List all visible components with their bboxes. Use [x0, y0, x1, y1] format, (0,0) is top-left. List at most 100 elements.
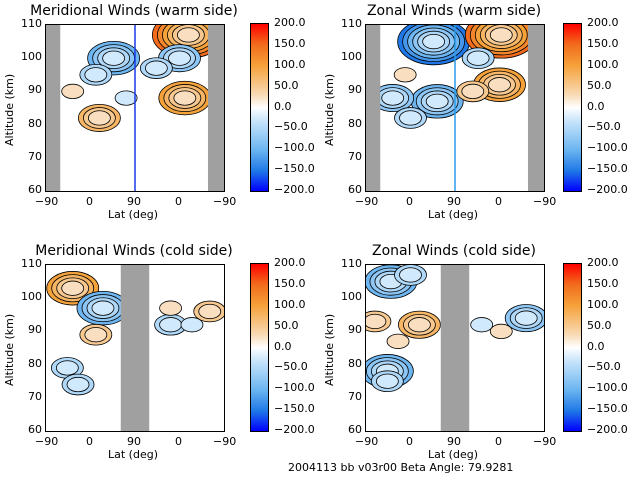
x-tick-label: 90	[127, 195, 141, 208]
y-axis-label: Altitude (km)	[3, 313, 16, 386]
colorbar-tick-label: −200.0	[587, 423, 628, 436]
contour-region	[159, 317, 182, 333]
colorbar-tick-label: −150.0	[587, 402, 628, 416]
contour-region	[422, 34, 446, 50]
colorbar	[563, 263, 582, 432]
contour-region	[381, 90, 405, 106]
y-tick-label: 110	[21, 17, 42, 30]
contour-region	[470, 317, 494, 333]
y-tick-label: 110	[21, 257, 42, 270]
y-tick-label: 70	[348, 389, 362, 403]
colorbar-tick-label: 150.0	[587, 36, 619, 50]
chart-title: Zonal Winds (warm side)	[366, 3, 542, 19]
colorbar-tick-label: −150.0	[587, 162, 628, 176]
contour-region	[489, 27, 513, 43]
contour-region	[159, 300, 182, 316]
x-axis-label: Lat (deg)	[108, 448, 158, 461]
x-tick-label: −90	[213, 435, 237, 448]
no-data-band	[207, 25, 224, 191]
x-tick-label: 0	[495, 435, 502, 448]
x-tick-label: −90	[533, 195, 557, 208]
contour-region	[176, 27, 200, 43]
colorbar-tick-label: 100.0	[274, 297, 306, 311]
contour-region	[425, 93, 449, 109]
contour-region	[514, 310, 538, 326]
y-tick-label: 60	[28, 423, 42, 436]
contour-region	[466, 50, 490, 66]
contour-region	[461, 83, 485, 100]
colorbar-tick-label: 0.0	[587, 99, 605, 113]
colorbar-tick-label: 50.0	[587, 318, 612, 332]
y-tick-label: 60	[348, 183, 362, 196]
y-tick-label: 100	[21, 290, 42, 304]
colorbar-tick-label: −100.0	[274, 141, 315, 155]
contour-region	[55, 360, 79, 376]
colorbar	[563, 23, 582, 192]
x-tick-label: 0	[406, 195, 413, 208]
contour-region	[168, 50, 191, 66]
y-tick-label: 110	[341, 257, 362, 270]
colorbar-tick-label: −200.0	[274, 423, 315, 436]
contour-region	[393, 67, 417, 83]
colorbar-tick-label: 0.0	[274, 99, 292, 113]
footer-info: 2004113 bb v03r00 Beta Angle: 79.9281	[288, 461, 514, 474]
y-tick-label: 80	[28, 116, 42, 130]
colorbar-tick-label: −50.0	[274, 360, 308, 374]
colorbar-tick-label: 200.0	[587, 16, 619, 29]
colorbar-tick-label: 150.0	[274, 36, 306, 50]
x-tick-label: 0	[86, 195, 93, 208]
plot-area	[45, 264, 225, 432]
panel-meridional-warm: Meridional Winds (warm side) 110 100 90 80 7…	[0, 0, 320, 240]
x-axis-label: Lat (deg)	[108, 208, 158, 221]
y-tick-label: 110	[341, 17, 362, 30]
no-data-band	[46, 25, 61, 191]
x-tick-label: 0	[86, 435, 93, 448]
colorbar-tick-label: −100.0	[587, 141, 628, 155]
colorbar-tick-label: −50.0	[274, 120, 308, 134]
y-tick-label: 100	[21, 50, 42, 64]
y-tick-label: 70	[28, 149, 42, 163]
contour-region	[61, 83, 85, 100]
colorbar-tick-label: −100.0	[587, 381, 628, 395]
x-tick-label: −90	[355, 435, 379, 448]
y-tick-label: 60	[348, 423, 362, 436]
contour-field	[366, 265, 544, 431]
panel-zonal-warm: Zonal Winds (warm side) 110 100 90 80 70 60 −9…	[320, 0, 640, 240]
x-axis-label: Lat (deg)	[428, 208, 478, 221]
x-tick-label: −90	[533, 435, 557, 448]
y-tick-label: 100	[341, 290, 362, 304]
x-tick-label: 90	[127, 435, 141, 448]
contour-region	[84, 327, 108, 343]
contour-region	[102, 50, 126, 66]
colorbar-tick-label: 50.0	[274, 78, 299, 92]
chart-title: Meridional Winds (cold side)	[35, 243, 233, 259]
colorbar-tick-label: −50.0	[587, 120, 621, 134]
contour-region	[375, 373, 399, 389]
colorbar-tick-label: 50.0	[274, 318, 299, 332]
colorbar-tick-label: −50.0	[587, 360, 621, 374]
colorbar-tick-label: 150.0	[274, 276, 306, 290]
colorbar-tick-label: 50.0	[587, 78, 612, 92]
plot-area	[365, 24, 545, 192]
contour-region	[399, 110, 422, 126]
colorbar-tick-label: 150.0	[587, 276, 619, 290]
no-data-band	[366, 25, 381, 191]
plot-area	[365, 264, 545, 432]
colorbar-tick-label: 100.0	[274, 57, 306, 71]
y-tick-label: 90	[28, 323, 42, 337]
panel-meridional-cold: Meridional Winds (cold side) 110 100 90 80 7…	[0, 240, 320, 480]
colorbar	[250, 23, 269, 192]
contour-region	[66, 376, 90, 393]
colorbar-tick-label: 200.0	[274, 16, 306, 29]
y-tick-label: 60	[28, 183, 42, 196]
colorbar-tick-label: 0.0	[587, 339, 605, 353]
y-axis-label: Altitude (km)	[323, 313, 336, 386]
x-axis-label: Lat (deg)	[428, 448, 478, 461]
x-tick-label: 0	[406, 435, 413, 448]
colorbar-tick-label: −200.0	[274, 183, 315, 196]
contour-region	[173, 90, 197, 106]
y-tick-label: 90	[28, 83, 42, 97]
x-tick-label: 90	[447, 435, 461, 448]
x-tick-label: −90	[35, 435, 59, 448]
no-data-band	[440, 265, 470, 431]
